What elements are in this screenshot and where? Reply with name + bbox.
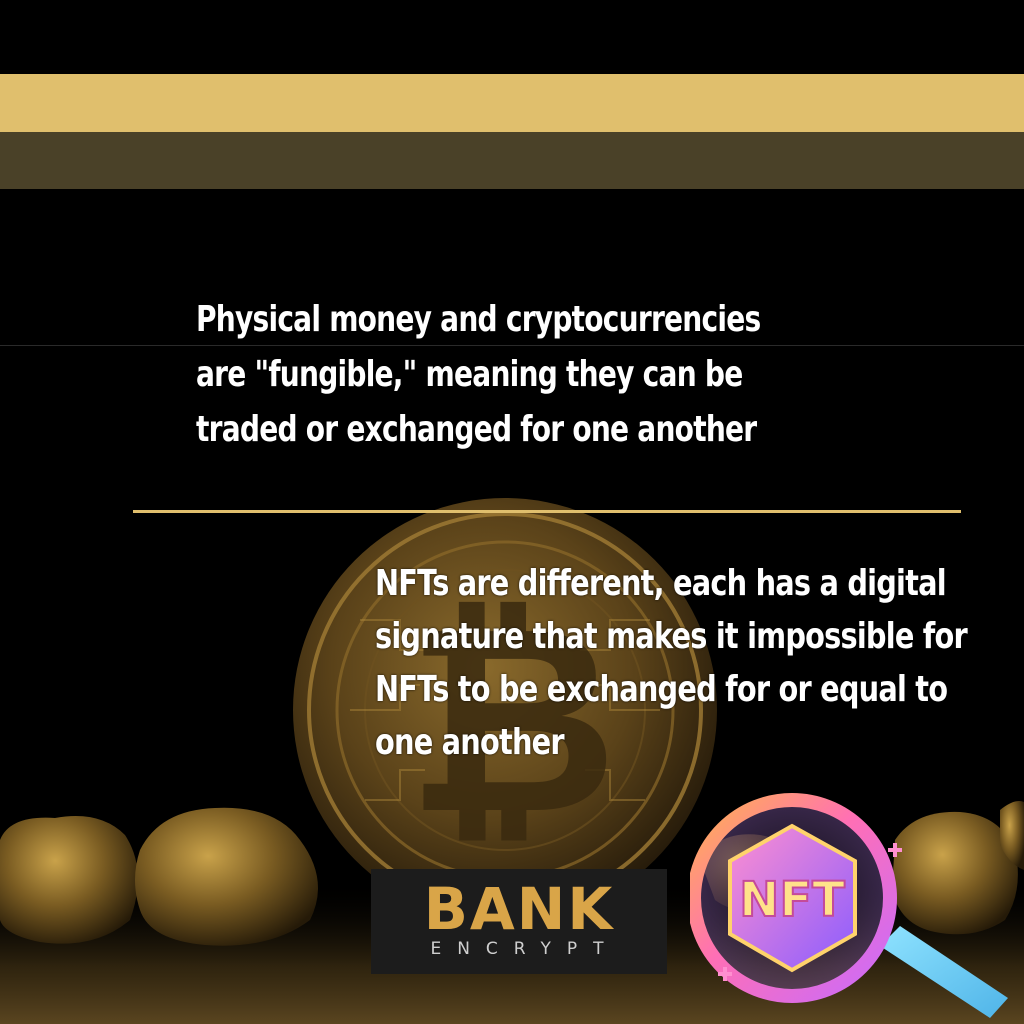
paragraph-line: NFTs to be exchanged for or equal to xyxy=(375,663,967,716)
nft-magnifier-icon: NFT xyxy=(690,786,1024,1024)
gold-divider xyxy=(133,510,961,513)
paragraph-line: traded or exchanged for one another xyxy=(196,402,760,457)
paragraph-line: are "fungible," meaning they can be xyxy=(196,347,760,402)
fungible-paragraph: Physical money and cryptocurrencies are … xyxy=(196,292,760,457)
paragraph-line: NFTs are different, each has a digital xyxy=(375,557,967,610)
logo-sub-text: ENCRYPT xyxy=(371,939,667,959)
gold-band xyxy=(0,74,1024,132)
paragraph-line: signature that makes it impossible for xyxy=(375,610,967,663)
paragraph-line: Physical money and cryptocurrencies xyxy=(196,292,760,347)
bank-encrypt-logo: BANK ENCRYPT xyxy=(371,869,667,974)
logo-main-text: BANK xyxy=(371,879,667,939)
nft-paragraph: NFTs are different, each has a digital s… xyxy=(375,557,967,769)
paragraph-line: one another xyxy=(375,716,967,769)
olive-band xyxy=(0,132,1024,189)
nft-badge-label: NFT xyxy=(739,872,845,928)
